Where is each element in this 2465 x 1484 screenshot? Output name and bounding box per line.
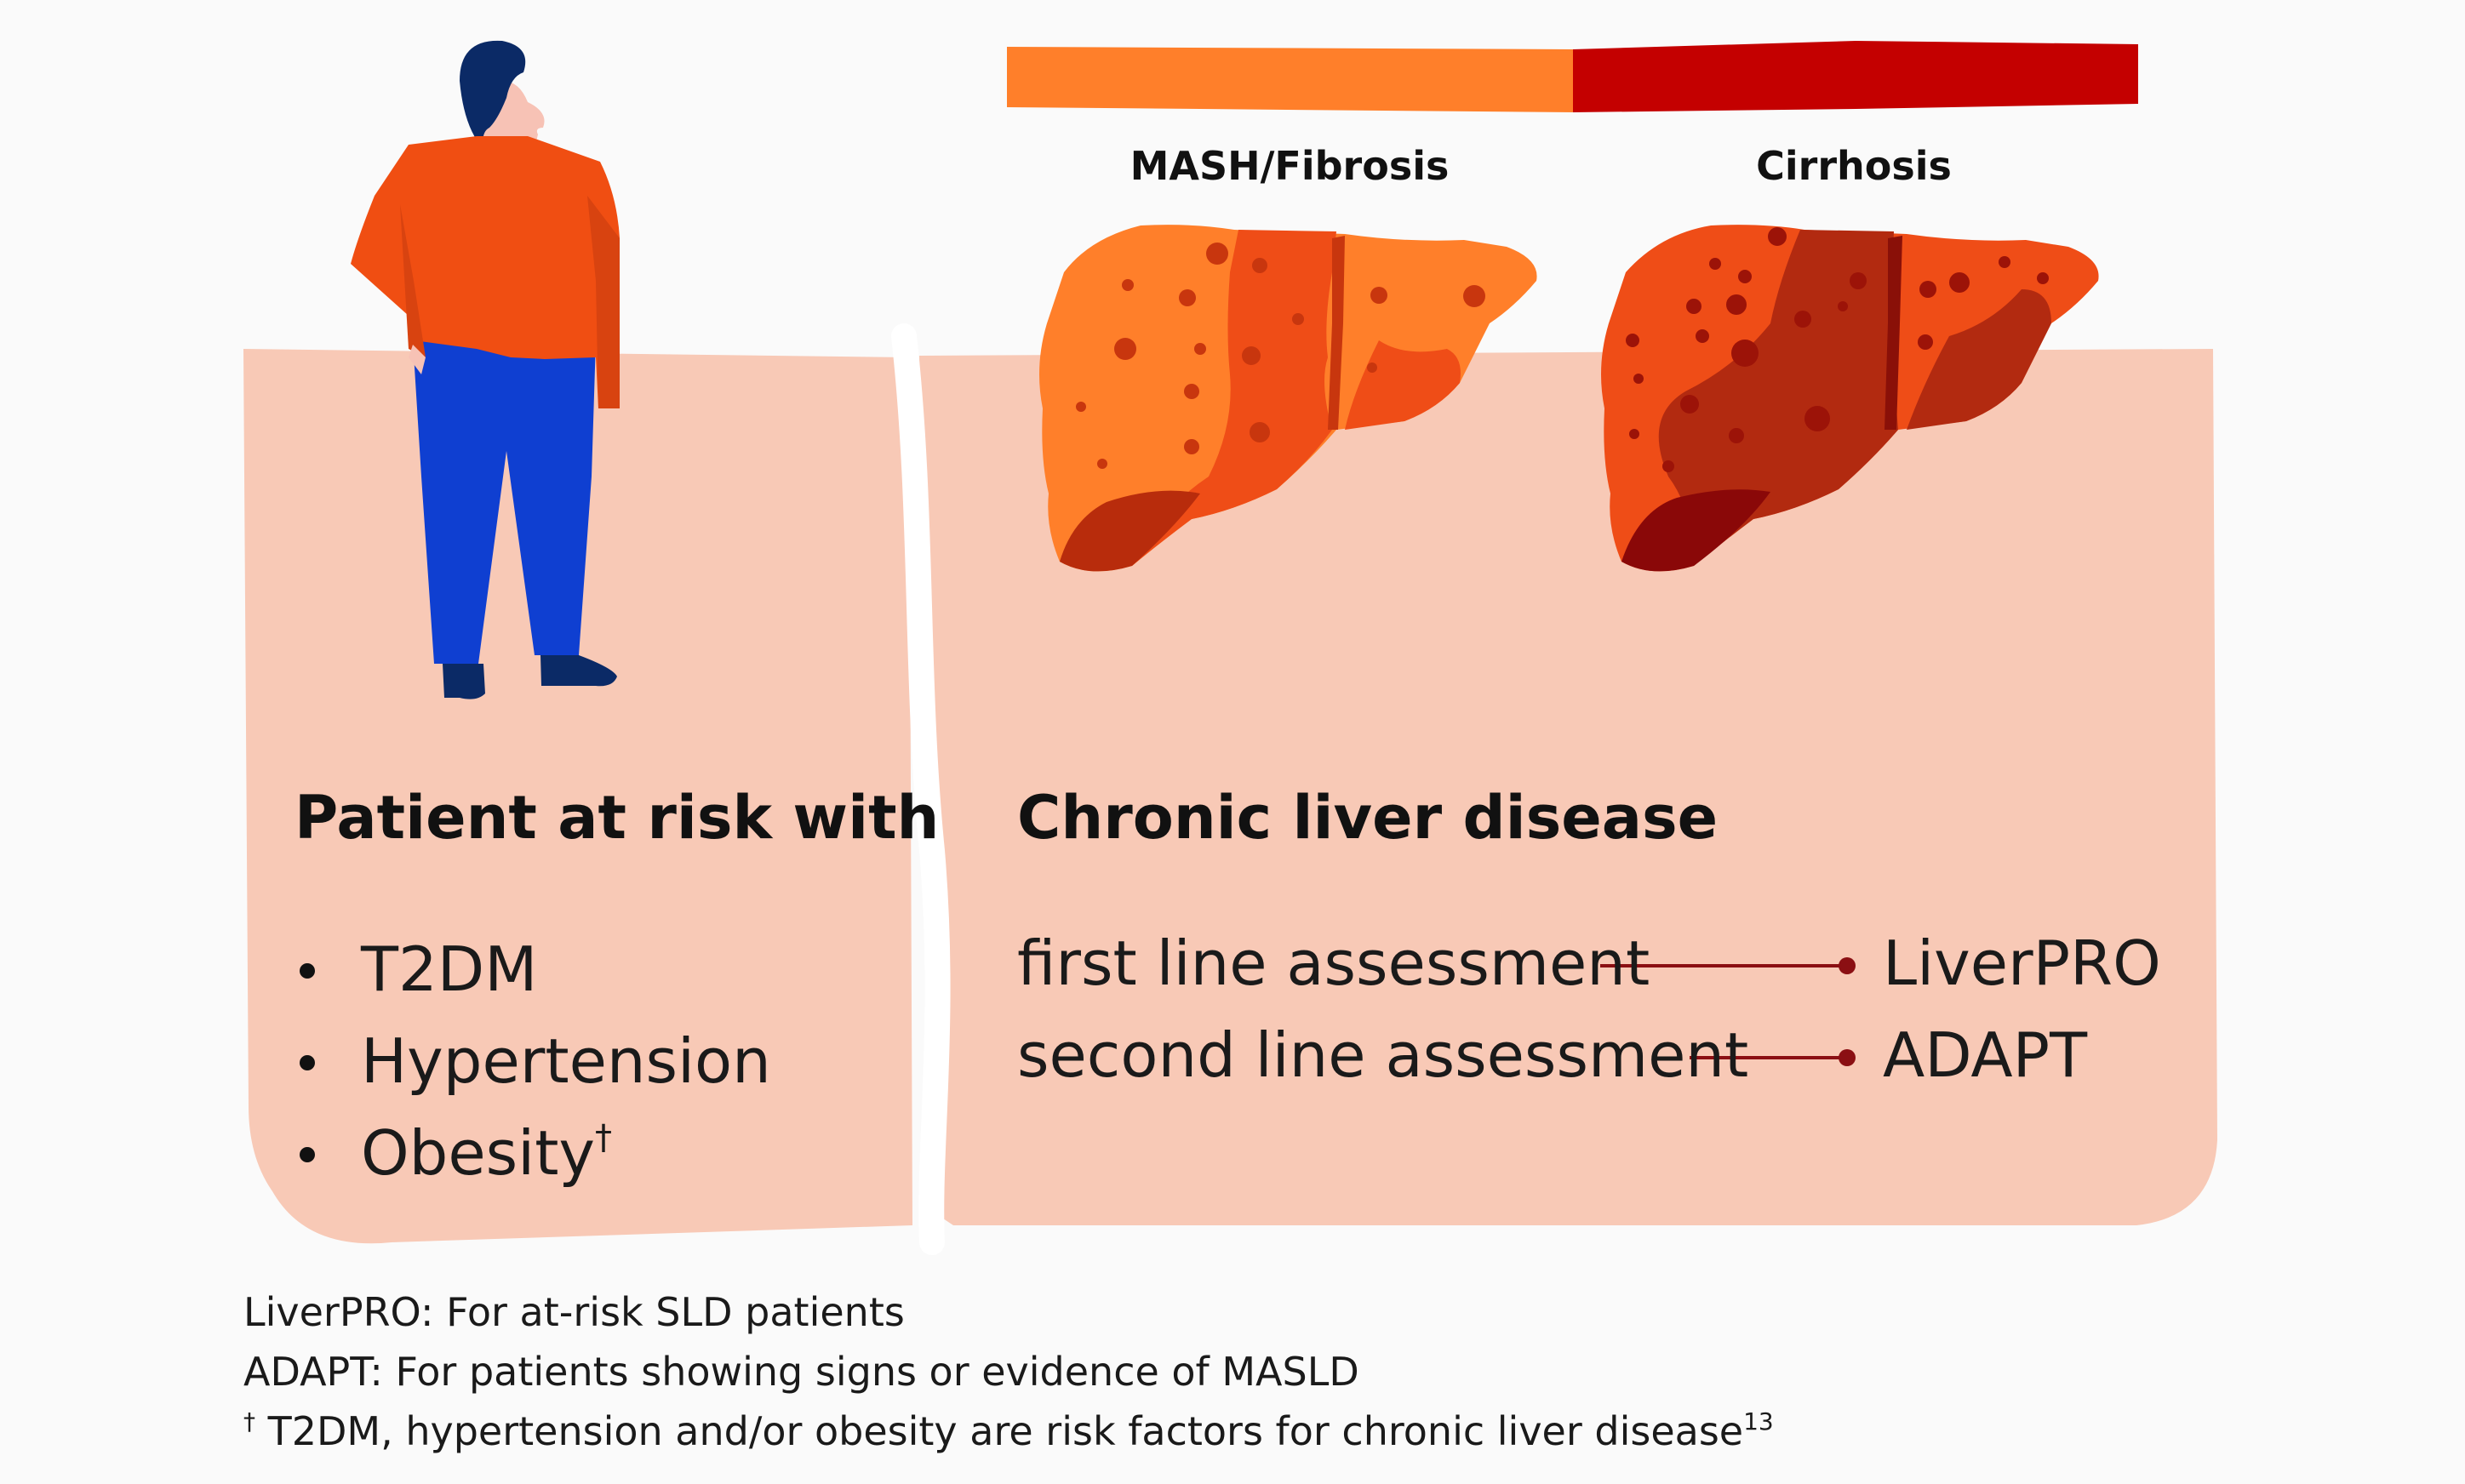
stage-label-mash-fibrosis: MASH/Fibrosis bbox=[1130, 143, 1450, 189]
list-item: T2DM bbox=[293, 923, 771, 1015]
list-item: Obesity† bbox=[293, 1107, 771, 1199]
progression-bar-late bbox=[1573, 41, 2138, 112]
footnote-liverpro: LiverPRO: For at-risk SLD patients bbox=[243, 1289, 905, 1335]
disease-panel bbox=[919, 349, 2217, 1225]
progression-bar-early bbox=[1007, 47, 1575, 112]
list-item: Hypertension bbox=[293, 1015, 771, 1107]
connector-second-line bbox=[1690, 1049, 1856, 1066]
stage-label-cirrhosis: Cirrhosis bbox=[1756, 143, 1952, 189]
assessment-first-line-tool: LiverPRO bbox=[1883, 928, 2161, 999]
assessment-first-line-label: first line assessment bbox=[1017, 928, 1650, 999]
liver-fibrosis-icon bbox=[1039, 225, 1537, 572]
patient-heading: Patient at risk with bbox=[295, 783, 940, 853]
connector-first-line bbox=[1600, 957, 1856, 974]
disease-heading: Chronic liver disease bbox=[1017, 783, 1719, 853]
assessment-second-line-label: second line assessment bbox=[1017, 1019, 1749, 1091]
assessment-second-line-tool: ADAPT bbox=[1883, 1019, 2088, 1091]
footnotes: LiverPRO: For at-risk SLD patients ADAPT… bbox=[243, 1282, 1774, 1461]
panel-divider bbox=[891, 323, 951, 1255]
liver-cirrhosis-icon bbox=[1601, 225, 2099, 572]
patient-panel bbox=[243, 349, 912, 1244]
footnote-dagger: † T2DM, hypertension and/or obesity are … bbox=[243, 1407, 1774, 1454]
footnote-adapt: ADAPT: For patients showing signs or evi… bbox=[243, 1349, 1359, 1395]
dagger-mark: † bbox=[595, 1118, 613, 1157]
standing-man-icon bbox=[351, 40, 620, 699]
risk-factor-list: T2DM Hypertension Obesity† bbox=[293, 923, 771, 1199]
